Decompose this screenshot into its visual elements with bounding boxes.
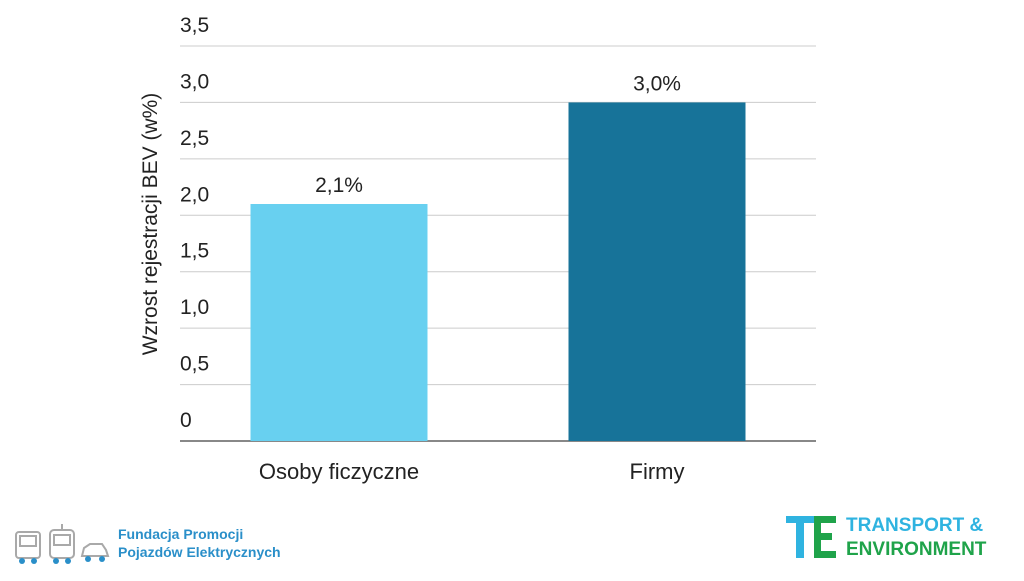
bars <box>250 102 746 441</box>
fpe-line2: Pojazdów Elektrycznych <box>118 544 281 560</box>
category-label: Osoby ficzyczne <box>259 459 419 484</box>
y-tick-label: 3,5 <box>180 14 209 37</box>
y-axis-title: Wzrost rejestracji BEV (w%) <box>139 93 162 356</box>
te-logo: TRANSPORT & ENVIRONMENT <box>786 514 1014 564</box>
y-tick-label: 3,0 <box>180 70 209 93</box>
y-tick-label: 1,5 <box>180 240 209 263</box>
y-tick-labels: 0 0,5 1,0 1,5 2,0 2,5 3,0 3,5 <box>180 14 209 432</box>
bar <box>568 102 746 441</box>
category-label: Firmy <box>630 459 685 484</box>
fpe-logo: Fundacja Promocji Pojazdów Elektrycznych <box>14 522 314 568</box>
bar-chart: 0 0,5 1,0 1,5 2,0 2,5 3,0 3,5 2,1% 3,0% Osoby fi… <box>139 14 816 484</box>
y-tick-label: 0 <box>180 409 192 432</box>
te-line1: TRANSPORT & <box>846 515 984 536</box>
y-tick-label: 2,0 <box>180 183 209 206</box>
te-line2: ENVIRONMENT <box>846 539 987 560</box>
bar <box>250 204 428 441</box>
data-label: 2,1% <box>315 174 363 197</box>
data-label: 3,0% <box>633 72 681 95</box>
fpe-line1: Fundacja Promocji <box>118 526 244 542</box>
y-tick-label: 1,0 <box>180 296 209 319</box>
te-logo-icon <box>786 516 836 558</box>
data-labels: 2,1% 3,0% <box>315 72 681 197</box>
category-labels: Osoby ficzyczne Firmy <box>259 459 685 484</box>
y-tick-label: 0,5 <box>180 353 209 376</box>
y-tick-label: 2,5 <box>180 127 209 150</box>
vehicles-icon <box>15 524 110 564</box>
